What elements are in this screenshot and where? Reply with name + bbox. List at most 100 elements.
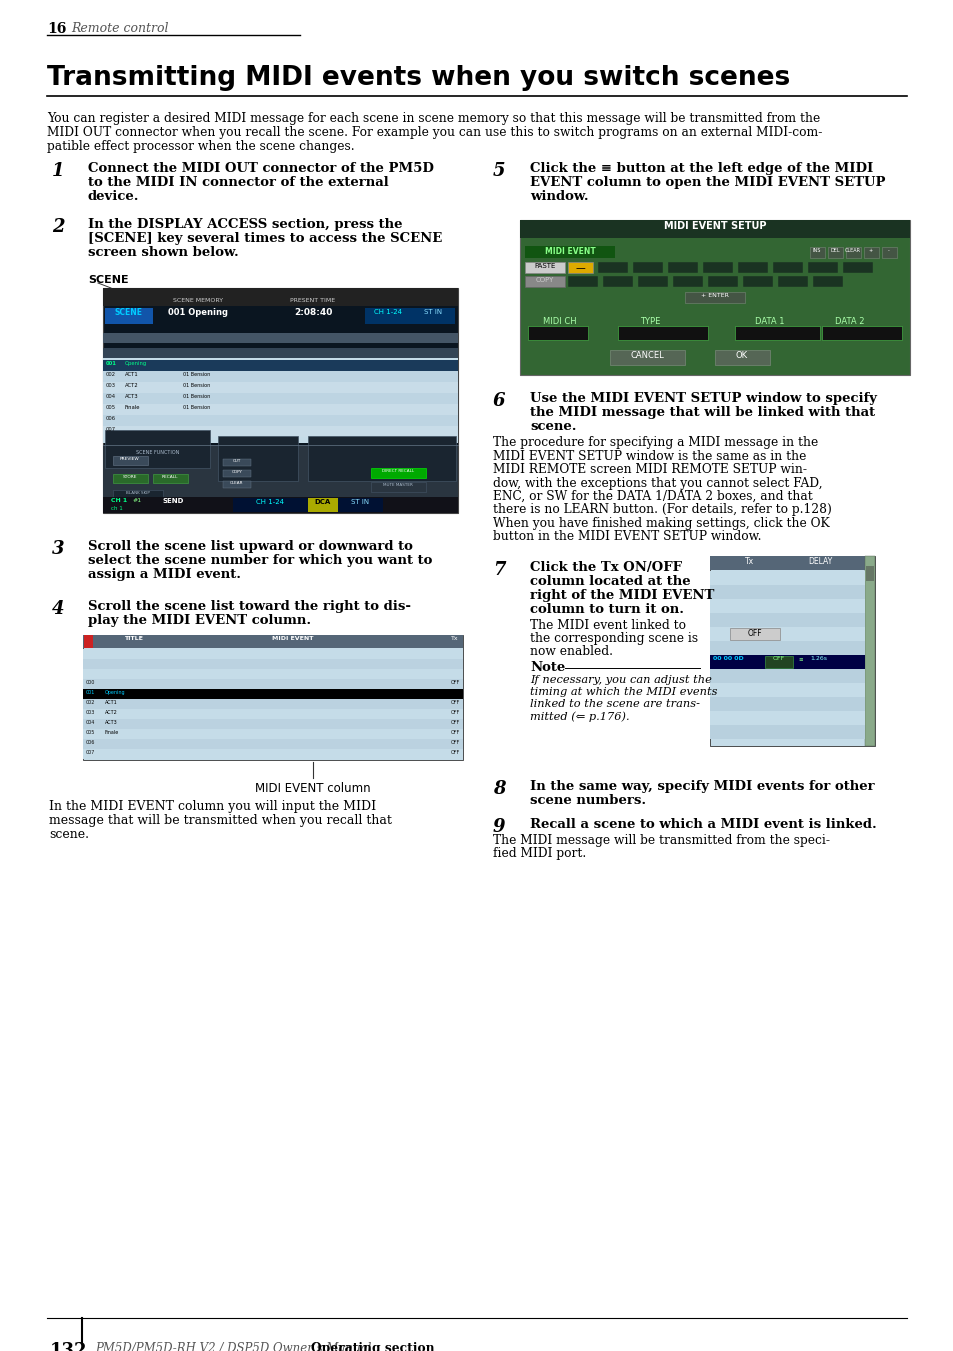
Text: Scroll the scene list upward or downward to: Scroll the scene list upward or downward…	[88, 540, 413, 553]
Bar	[103, 404, 457, 415]
Bar	[742, 276, 772, 286]
Text: 006: 006	[86, 740, 95, 744]
Text: timing at which the MIDI events: timing at which the MIDI events	[530, 688, 717, 697]
Text: ch 1: ch 1	[111, 507, 123, 511]
Bar	[83, 669, 462, 680]
Bar	[709, 711, 864, 725]
Bar	[778, 276, 807, 286]
Text: Opening: Opening	[125, 361, 147, 366]
Bar	[842, 262, 872, 273]
Text: Tx: Tx	[451, 636, 458, 640]
Text: 2:08:40: 2:08:40	[294, 308, 332, 317]
Text: EVENT column to open the MIDI EVENT SETUP: EVENT column to open the MIDI EVENT SETU…	[530, 176, 884, 189]
Text: RECALL: RECALL	[162, 476, 178, 480]
Bar	[103, 415, 457, 426]
Text: PRESENT TIME: PRESENT TIME	[290, 299, 335, 303]
Text: CH 1: CH 1	[111, 499, 127, 503]
Text: dow, with the exceptions that you cannot select FAD,: dow, with the exceptions that you cannot…	[493, 477, 821, 489]
Text: 001: 001	[86, 690, 95, 694]
Bar	[809, 247, 824, 258]
Text: —: —	[575, 263, 584, 273]
Text: scene numbers.: scene numbers.	[530, 794, 645, 807]
Text: TITLE: TITLE	[124, 636, 142, 640]
Text: 001 Opening: 001 Opening	[168, 308, 228, 317]
Text: +: +	[868, 249, 872, 253]
Text: The procedure for specifying a MIDI message in the: The procedure for specifying a MIDI mess…	[493, 436, 818, 449]
Text: there is no LEARN button. (For details, refer to p.128): there is no LEARN button. (For details, …	[493, 504, 831, 516]
Text: In the same way, specify MIDI events for other: In the same way, specify MIDI events for…	[530, 780, 874, 793]
Text: 005: 005	[86, 730, 95, 735]
Bar	[103, 332, 457, 343]
Text: OFF: OFF	[451, 680, 459, 685]
Bar	[83, 730, 462, 739]
Text: column located at the: column located at the	[530, 576, 690, 588]
Bar	[105, 430, 210, 467]
Text: Recall a scene to which a MIDI event is linked.: Recall a scene to which a MIDI event is …	[530, 817, 876, 831]
Bar	[709, 725, 864, 739]
Bar	[103, 372, 457, 382]
Text: CLEAR: CLEAR	[844, 249, 861, 253]
Bar	[83, 748, 462, 759]
Bar	[103, 497, 457, 513]
Bar	[702, 262, 732, 273]
Text: 004: 004	[86, 720, 95, 725]
Bar	[602, 276, 633, 286]
Text: 00 00 0D: 00 00 0D	[712, 657, 743, 661]
Bar	[709, 697, 864, 711]
Text: right of the MIDI EVENT: right of the MIDI EVENT	[530, 589, 714, 603]
Text: SCENE FUNCTION: SCENE FUNCTION	[136, 450, 179, 455]
Text: DATA 1: DATA 1	[755, 317, 784, 326]
Bar	[882, 247, 896, 258]
Text: OK: OK	[735, 351, 747, 359]
Text: Click the ≡ button at the left edge of the MIDI: Click the ≡ button at the left edge of t…	[530, 162, 872, 176]
Bar	[709, 598, 864, 613]
Bar	[709, 655, 864, 669]
Bar	[567, 262, 593, 273]
Bar	[709, 557, 874, 746]
Bar	[83, 689, 462, 698]
Text: device.: device.	[88, 190, 139, 203]
Bar	[709, 627, 864, 640]
Bar	[707, 276, 738, 286]
Text: 000: 000	[86, 680, 95, 685]
Text: 2: 2	[52, 218, 65, 236]
Bar	[83, 635, 462, 761]
Bar	[845, 247, 861, 258]
Bar	[567, 276, 598, 286]
Text: OFF: OFF	[451, 750, 459, 755]
Text: In the DISPLAY ACCESS section, press the: In the DISPLAY ACCESS section, press the	[88, 218, 402, 231]
Text: [SCENE] key several times to access the SCENE: [SCENE] key several times to access the …	[88, 232, 442, 245]
Bar	[103, 382, 457, 393]
Text: 8: 8	[493, 780, 505, 798]
Text: ACT3: ACT3	[105, 720, 117, 725]
Bar	[103, 288, 457, 305]
Bar	[863, 247, 878, 258]
Text: 6: 6	[493, 392, 505, 409]
Text: PASTE: PASTE	[534, 263, 555, 269]
Bar	[598, 262, 627, 273]
Text: to the MIDI IN connector of the external: to the MIDI IN connector of the external	[88, 176, 388, 189]
Bar	[667, 262, 698, 273]
Bar	[729, 628, 780, 640]
Text: select the scene number for which you want to: select the scene number for which you wa…	[88, 554, 432, 567]
Bar	[827, 247, 842, 258]
Text: Connect the MIDI OUT connector of the PM5D: Connect the MIDI OUT connector of the PM…	[88, 162, 434, 176]
Bar	[709, 571, 864, 585]
Bar	[308, 499, 337, 512]
Text: #1: #1	[132, 499, 142, 503]
Text: TYPE: TYPE	[639, 317, 659, 326]
Bar	[371, 467, 426, 478]
Text: window.: window.	[530, 190, 588, 203]
Text: DEL: DEL	[829, 249, 839, 253]
Text: button in the MIDI EVENT SETUP window.: button in the MIDI EVENT SETUP window.	[493, 531, 760, 543]
Bar	[772, 262, 802, 273]
Text: ENC, or SW for the DATA 1/DATA 2 boxes, and that: ENC, or SW for the DATA 1/DATA 2 boxes, …	[493, 490, 812, 503]
Text: assign a MIDI event.: assign a MIDI event.	[88, 567, 241, 581]
Bar	[218, 436, 297, 481]
Text: Remote control: Remote control	[71, 22, 169, 35]
Text: MIDI EVENT column: MIDI EVENT column	[254, 782, 371, 794]
Bar	[864, 557, 874, 746]
Text: 002: 002	[106, 372, 116, 377]
Bar	[84, 635, 92, 648]
Text: 1: 1	[52, 162, 65, 180]
